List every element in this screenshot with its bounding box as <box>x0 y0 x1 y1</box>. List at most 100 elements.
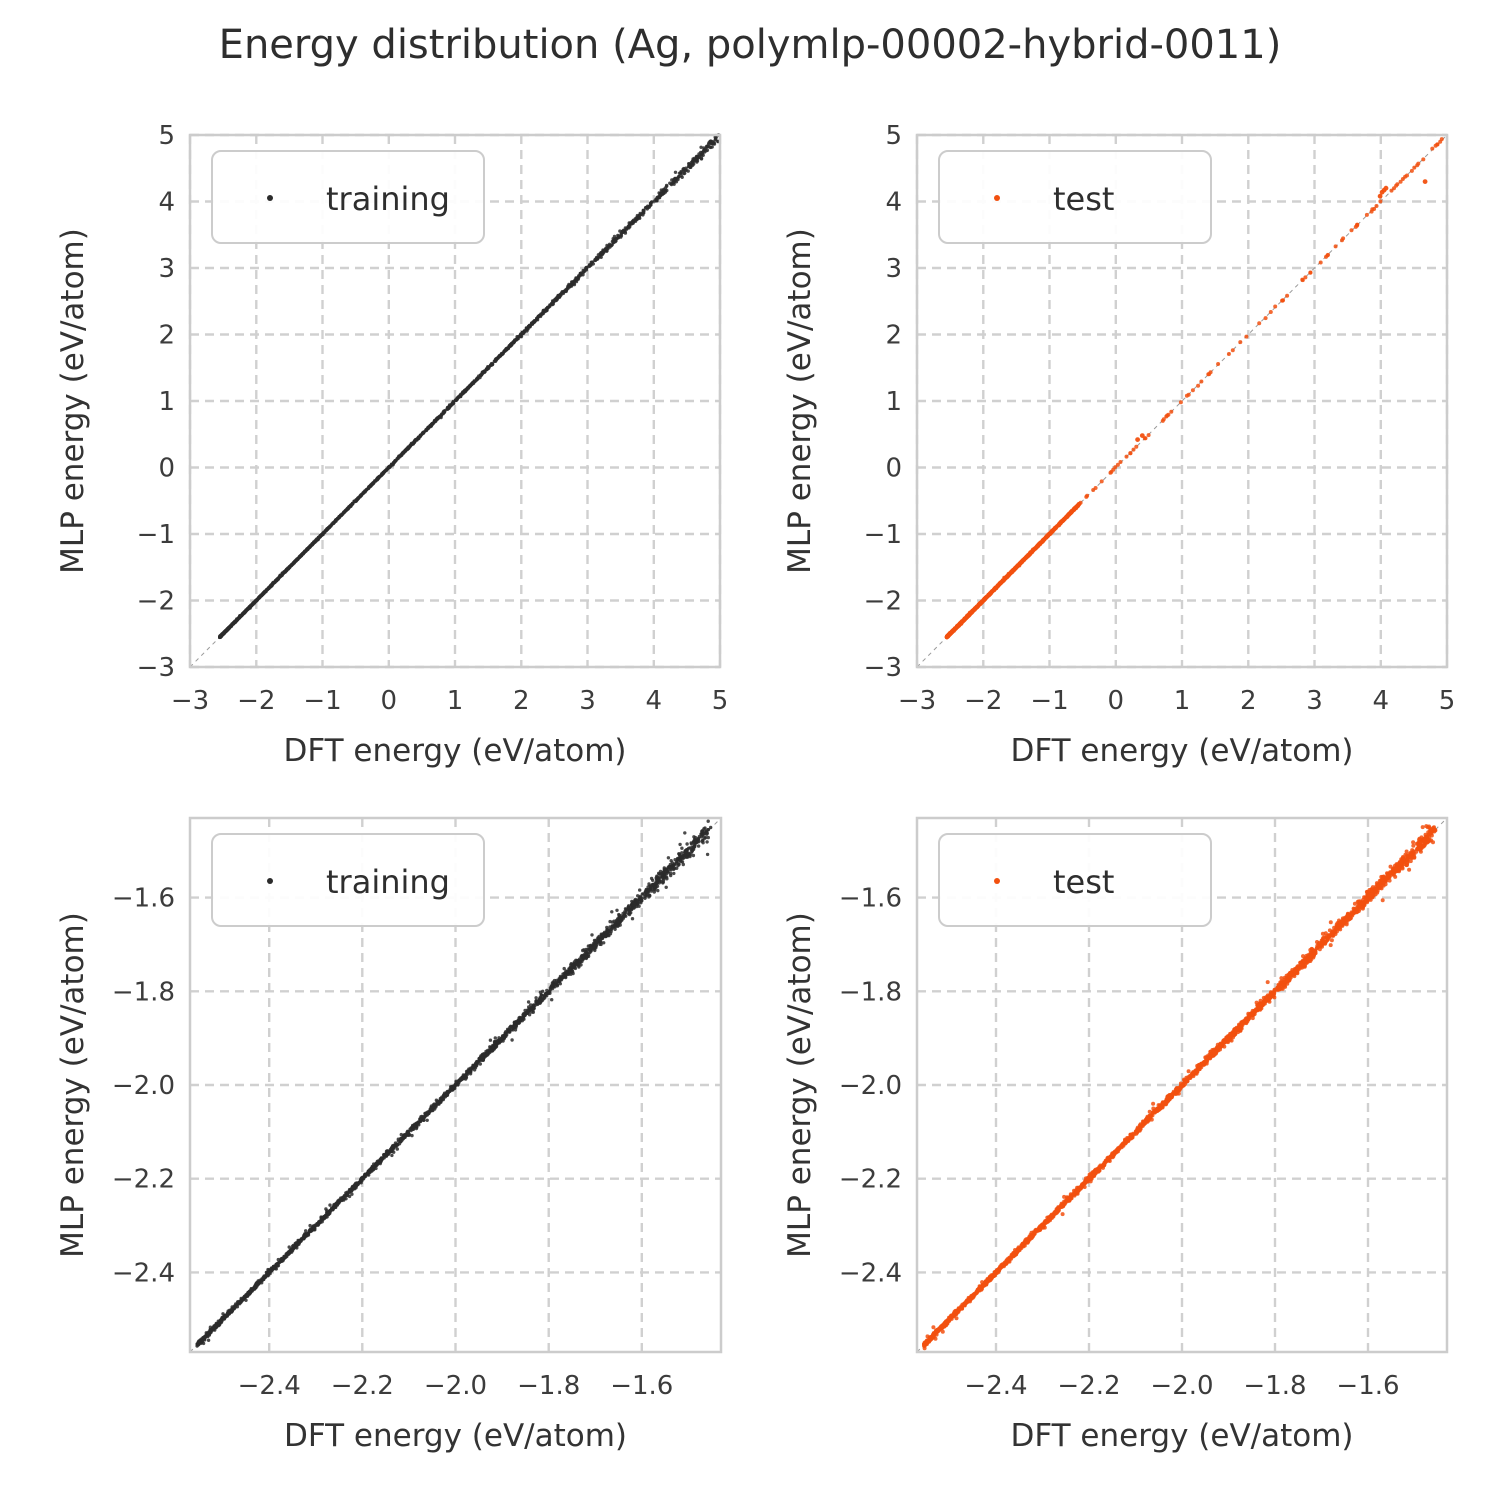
subplot-training-zoom: training −2.4 −2.2 −2.0 −1.8 −1.6 −2.4 −2.2 −2.0… <box>0 790 750 1500</box>
legend-marker-test <box>994 195 1000 201</box>
x-tick-label: −1.8 <box>1243 1371 1306 1401</box>
y-tick-label: −2.2 <box>112 1165 175 1195</box>
chart-training-zoom-low-energy: training −2.4 −2.2 −2.0 −1.8 −1.6 −2.4 −2.2 −2.0… <box>55 816 723 1454</box>
x-tick-label: 1 <box>447 686 464 716</box>
y-tick-label: 1 <box>158 387 175 417</box>
scatter-points-test <box>944 137 1444 640</box>
y-tick-labels: −2.4 −2.2 −2.0 −1.8 −1.6 <box>112 884 175 1289</box>
chart-test-zoom-low-energy: test −2.4 −2.2 −2.0 −1.8 −1.6 −2.4 −2.2 −2.0 −1.8… <box>782 816 1449 1454</box>
legend-marker-training <box>267 878 273 884</box>
axes-spine <box>915 816 1449 1354</box>
y-tick-label: −2 <box>864 587 902 617</box>
chart-training-full-range: training −3 −2 −1 0 1 2 3 4 5 −3 −2 −1 0 1 2 3 4 5 DFT ener… <box>55 121 728 769</box>
outlier-point <box>1422 179 1428 184</box>
grid-lines <box>917 818 1447 1352</box>
outlier-point <box>1383 185 1389 191</box>
y-tick-label: 1 <box>885 387 902 417</box>
chart-test-full-range: test −3 −2 −1 0 1 2 3 4 5 −3 −2 −1 0 1 2 3 4 5 DFT energy (… <box>782 121 1455 769</box>
x-tick-label: −2.4 <box>964 1371 1027 1401</box>
legend-marker-training <box>267 195 273 201</box>
legend-label: training <box>326 180 450 218</box>
y-tick-label: 3 <box>158 254 175 284</box>
y-tick-label: −3 <box>137 653 175 683</box>
x-tick-label: −1.6 <box>610 1371 673 1401</box>
y-tick-label: −3 <box>864 653 902 683</box>
x-tick-label: 4 <box>646 686 663 716</box>
y-axis-label: MLP energy (eV/atom) <box>782 228 818 574</box>
x-tick-label: −3 <box>171 686 209 716</box>
legend: test <box>938 150 1212 244</box>
axes-spine <box>915 133 1449 669</box>
x-tick-label: 2 <box>513 686 530 716</box>
x-tick-label: −1.6 <box>1336 1371 1399 1401</box>
outlier-point <box>1135 437 1140 442</box>
y-axis-label: MLP energy (eV/atom) <box>55 228 91 574</box>
x-tick-label: 3 <box>579 686 596 716</box>
legend-marker-test <box>994 878 1000 884</box>
y-tick-label: 2 <box>158 321 175 351</box>
grid-lines <box>190 818 721 1352</box>
subplot-test-full-range: test −3 −2 −1 0 1 2 3 4 5 −3 −2 −1 0 1 2 3 4 5 DFT energy (… <box>750 100 1500 790</box>
x-tick-label: −2 <box>237 686 275 716</box>
legend-box <box>211 833 485 927</box>
legend-box <box>938 150 1212 244</box>
subplot-test-zoom: test −2.4 −2.2 −2.0 −1.8 −1.6 −2.4 −2.2 −2.0 −1.8… <box>750 790 1500 1500</box>
y-tick-label: −1.8 <box>112 977 175 1007</box>
legend-box <box>211 150 485 244</box>
axes-spine <box>188 816 723 1354</box>
x-tick-labels: −3 −2 −1 0 1 2 3 4 5 <box>898 686 1455 716</box>
y-tick-label: −2 <box>137 587 175 617</box>
outlier-point <box>1139 433 1145 438</box>
y-tick-label: −2.4 <box>839 1258 902 1288</box>
x-tick-label: −1 <box>303 686 341 716</box>
y-tick-labels: −3 −2 −1 0 1 2 3 4 5 <box>137 121 175 683</box>
figure-title: Energy distribution (Ag, polymlp-00002-h… <box>218 22 1282 68</box>
y-tick-labels: −2.4 −2.2 −2.0 −1.8 −1.6 <box>839 884 902 1289</box>
x-axis-label: DFT energy (eV/atom) <box>1010 1418 1353 1454</box>
y-tick-label: −2.2 <box>839 1165 902 1195</box>
y-tick-label: −1.8 <box>839 977 902 1007</box>
y-tick-label: 0 <box>885 454 902 484</box>
x-tick-labels: −3 −2 −1 0 1 2 3 4 5 <box>171 686 728 716</box>
x-axis-label: DFT energy (eV/atom) <box>283 733 626 769</box>
x-tick-label: 0 <box>1108 686 1125 716</box>
y-axis-label: MLP energy (eV/atom) <box>782 912 818 1258</box>
y-axis-label: MLP energy (eV/atom) <box>55 912 91 1258</box>
legend-label: test <box>1053 863 1114 901</box>
x-tick-label: 5 <box>1439 686 1456 716</box>
y-tick-label: −1.6 <box>112 884 175 914</box>
x-tick-label: −2.0 <box>1150 1371 1213 1401</box>
legend: test <box>938 833 1212 927</box>
y-tick-label: −1 <box>864 520 902 550</box>
x-tick-label: −1.8 <box>517 1371 580 1401</box>
y-tick-label: 5 <box>885 121 902 151</box>
scatter-points-training <box>195 819 713 1348</box>
legend-label: test <box>1053 180 1114 218</box>
axes-spine <box>188 133 722 669</box>
y-tick-label: 4 <box>158 188 175 218</box>
y-tick-label: −2.0 <box>112 1071 175 1101</box>
y-tick-label: 0 <box>158 454 175 484</box>
x-tick-label: −2.4 <box>238 1371 301 1401</box>
x-tick-labels: −2.4 −2.2 −2.0 −1.8 −1.6 <box>238 1371 674 1401</box>
x-tick-labels: −2.4 −2.2 −2.0 −1.8 −1.6 <box>964 1371 1399 1401</box>
y-tick-label: 5 <box>158 121 175 151</box>
x-tick-label: 3 <box>1306 686 1323 716</box>
legend-label: training <box>326 863 450 901</box>
y-tick-labels: −3 −2 −1 0 1 2 3 4 5 <box>864 121 902 683</box>
x-tick-label: −2.2 <box>331 1371 394 1401</box>
x-tick-label: −2 <box>964 686 1002 716</box>
y-tick-label: −2.4 <box>112 1258 175 1288</box>
scatter-points-test <box>922 824 1438 1351</box>
y-tick-label: −2.0 <box>839 1071 902 1101</box>
x-axis-label: DFT energy (eV/atom) <box>284 1418 627 1454</box>
x-tick-label: 2 <box>1240 686 1257 716</box>
legend: training <box>211 150 485 244</box>
y-tick-label: −1.6 <box>839 884 902 914</box>
x-tick-label: −1 <box>1030 686 1068 716</box>
x-axis-label: DFT energy (eV/atom) <box>1010 733 1353 769</box>
x-tick-label: −3 <box>898 686 936 716</box>
x-tick-label: 0 <box>381 686 398 716</box>
x-tick-label: −2.0 <box>424 1371 487 1401</box>
